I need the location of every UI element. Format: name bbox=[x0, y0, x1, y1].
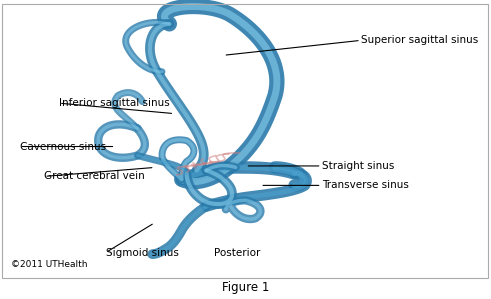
Text: Posterior: Posterior bbox=[214, 248, 260, 258]
Text: Straight sinus: Straight sinus bbox=[322, 161, 394, 171]
Text: Sigmoid sinus: Sigmoid sinus bbox=[106, 248, 178, 258]
Text: Great cerebral vein: Great cerebral vein bbox=[44, 171, 145, 181]
Text: Cavernous sinus: Cavernous sinus bbox=[20, 141, 106, 152]
Text: Transverse sinus: Transverse sinus bbox=[322, 180, 409, 190]
Text: Inferior sagittal sinus: Inferior sagittal sinus bbox=[59, 98, 170, 108]
Text: Figure 1: Figure 1 bbox=[222, 281, 269, 294]
Text: Superior sagittal sinus: Superior sagittal sinus bbox=[361, 35, 478, 45]
Text: ©2011 UTHealth: ©2011 UTHealth bbox=[11, 260, 87, 269]
